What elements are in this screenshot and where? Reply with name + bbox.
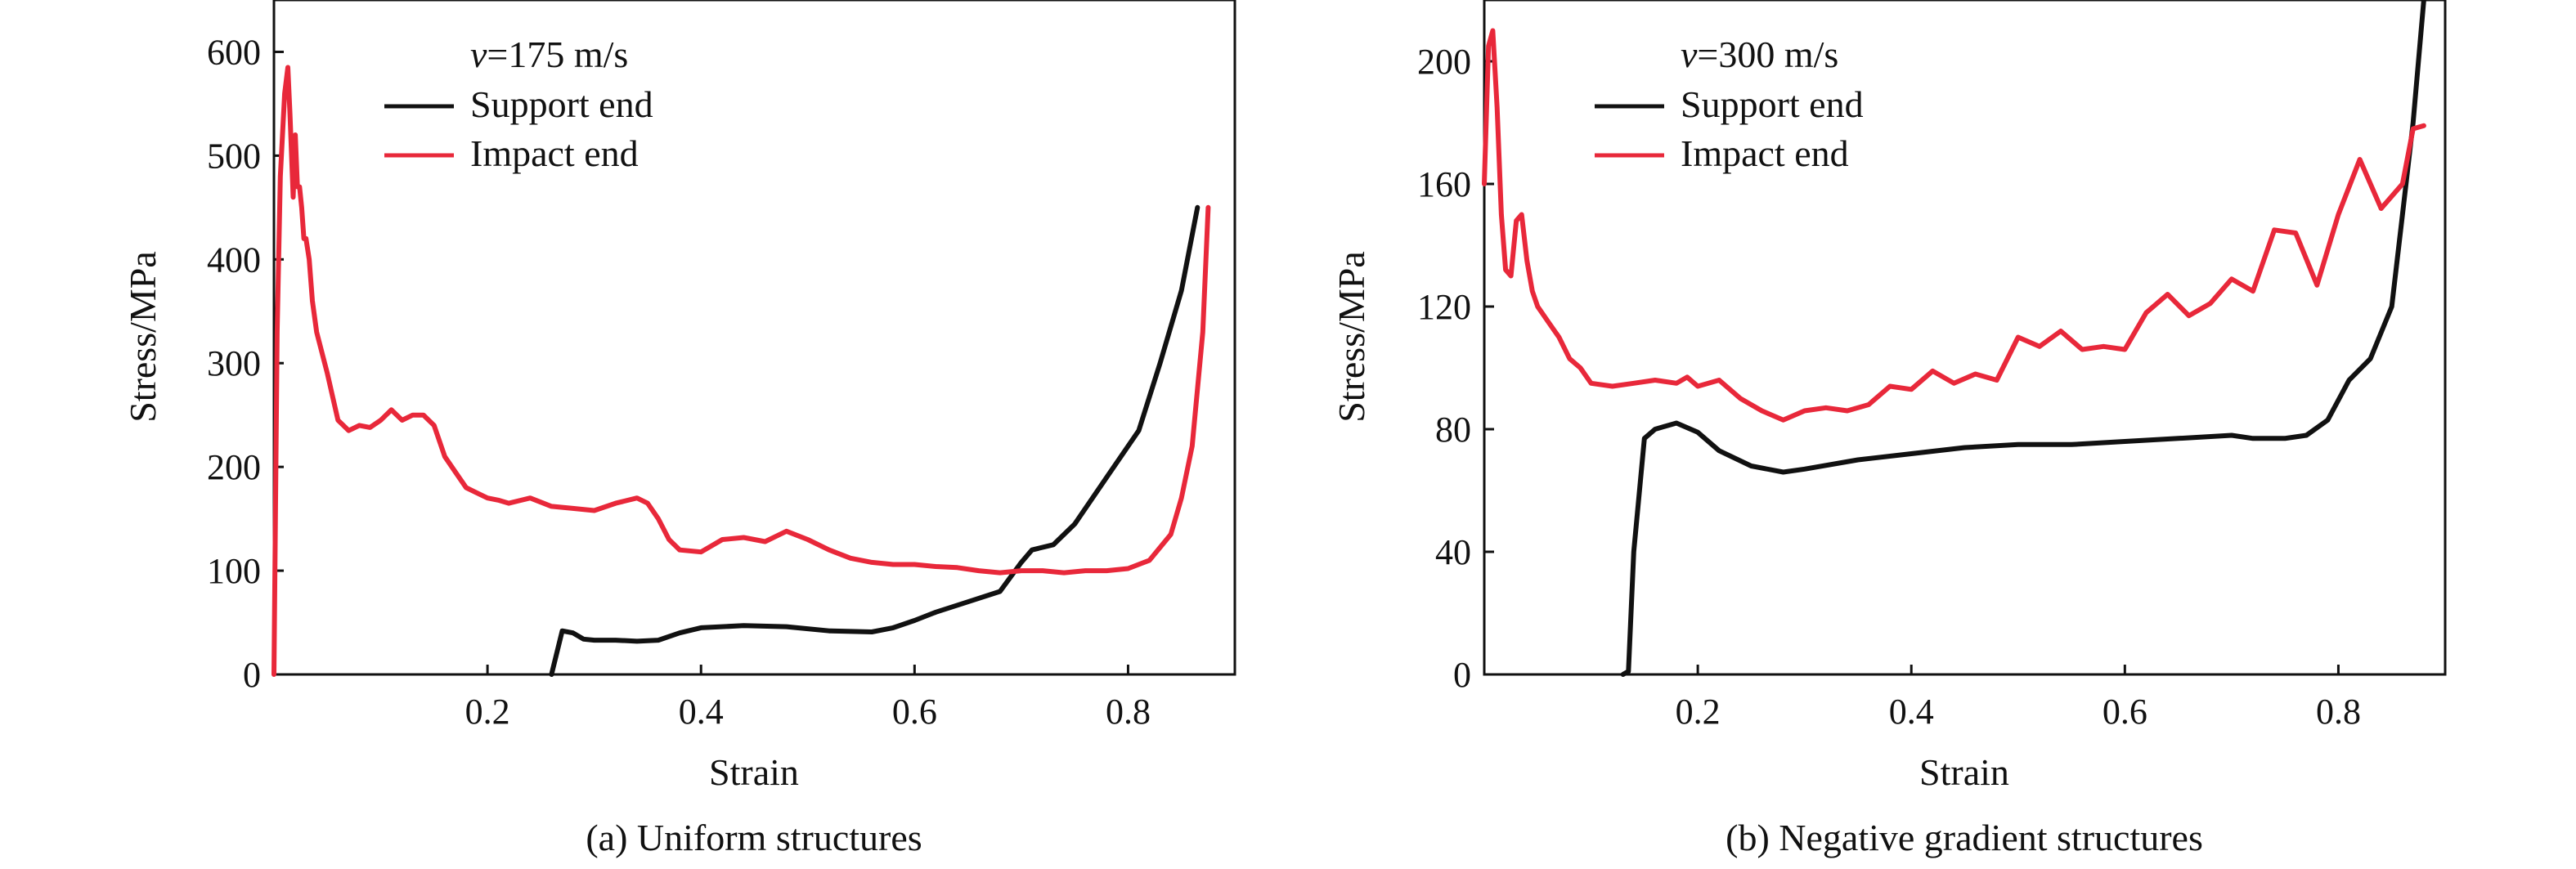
series-group-b [1482, 0, 2426, 677]
series-line-support-b [1620, 0, 2426, 677]
y-tick-label-a: 300 [207, 343, 261, 383]
legend-label-support-a: Support end [470, 83, 653, 125]
caption-b: (b) Negative gradient structures [1726, 817, 2203, 858]
legend-label-impact-a: Impact end [470, 132, 639, 174]
velocity-symbol-a: v [470, 34, 487, 75]
y-tick-label-a: 500 [207, 136, 261, 176]
y-axis-title-b: Stress/MPa [1331, 251, 1372, 423]
y-axis-ticks-a: 0 100 200 300 400 500 600 [207, 32, 284, 695]
y-tick-label-b: 160 [1417, 164, 1471, 204]
legend-label-support-b: Support end [1681, 83, 1864, 125]
x-tick-label-b: 0.6 [2103, 692, 2147, 732]
y-tick-label-a: 200 [207, 447, 261, 487]
series-line-impact-b [1482, 28, 2426, 423]
panel-b-negative-gradient: 0 40 80 120 160 200 0.2 0.4 0.6 0.8 Strain Stres… [1331, 0, 2447, 858]
x-axis-ticks-b: 0.2 0.4 0.6 0.8 [1676, 665, 2361, 732]
y-tick-label-b: 40 [1435, 532, 1471, 572]
y-axis-ticks-b: 0 40 80 120 160 200 [1417, 42, 1494, 695]
velocity-value-b: =300 m/s [1697, 34, 1838, 75]
series-line-impact-a [272, 65, 1211, 677]
plot-frame-b [1483, 0, 2447, 676]
velocity-value-a: =175 m/s [487, 34, 628, 75]
velocity-label-a: v=175 m/s [470, 34, 628, 75]
y-tick-label-a: 400 [207, 240, 261, 280]
legend-label-impact-b: Impact end [1681, 132, 1849, 174]
x-tick-label-a: 0.8 [1106, 692, 1151, 732]
series-group-a [272, 65, 1211, 677]
y-tick-label-a: 600 [207, 32, 261, 72]
x-tick-label-b: 0.8 [2316, 692, 2361, 732]
x-tick-label-a: 0.6 [892, 692, 937, 732]
y-tick-label-b: 80 [1435, 410, 1471, 450]
velocity-symbol-b: v [1681, 34, 1698, 75]
x-axis-title-a: Strain [709, 751, 799, 793]
x-tick-label-b: 0.2 [1676, 692, 1721, 732]
y-tick-label-b: 0 [1453, 655, 1471, 695]
x-tick-label-a: 0.4 [679, 692, 724, 732]
y-tick-label-b: 120 [1417, 287, 1471, 327]
x-axis-ticks-a: 0.2 0.4 0.6 0.8 [465, 665, 1151, 732]
y-tick-label-a: 100 [207, 551, 261, 591]
plot-frame-a [272, 0, 1236, 676]
x-axis-title-b: Strain [1919, 751, 2009, 793]
x-tick-label-a: 0.2 [465, 692, 510, 732]
y-tick-label-b: 200 [1417, 42, 1471, 82]
caption-a: (a) Uniform structures [586, 817, 922, 858]
velocity-label-b: v=300 m/s [1681, 34, 1838, 75]
series-line-support-a [549, 204, 1200, 677]
y-tick-label-a: 0 [243, 655, 261, 695]
x-tick-label-b: 0.4 [1889, 692, 1934, 732]
y-axis-title-a: Stress/MPa [122, 251, 164, 423]
